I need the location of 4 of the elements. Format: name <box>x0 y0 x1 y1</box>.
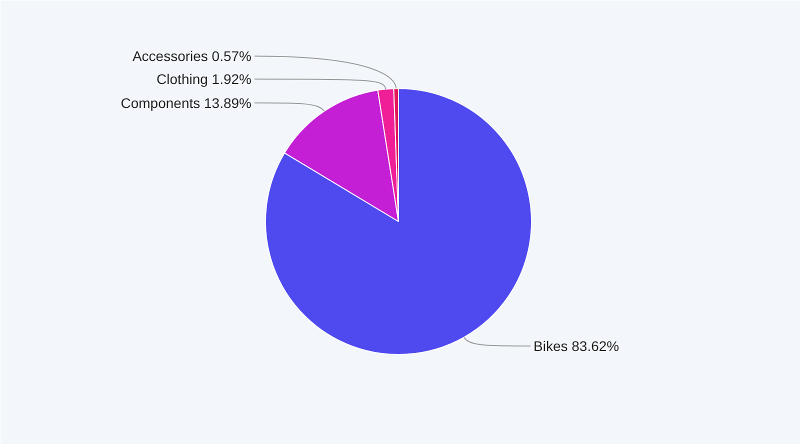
slice-label: Clothing 1.92% <box>156 71 252 88</box>
slice-label: Components 13.89% <box>120 94 252 111</box>
slice-label: Accessories 0.57% <box>132 48 252 64</box>
slice-label: Bikes 83.62% <box>534 338 620 354</box>
